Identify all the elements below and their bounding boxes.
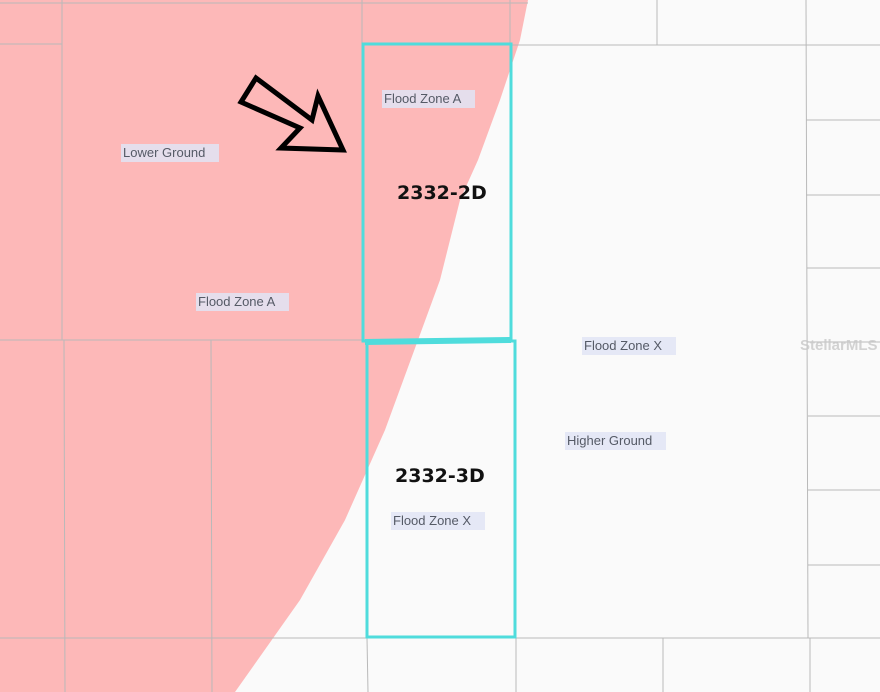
label-flood-zone-x-right: Flood Zone X bbox=[582, 337, 677, 355]
watermark: StellarMLS bbox=[800, 337, 878, 354]
parcel-id-2332-3d[interactable]: 2332-3D bbox=[395, 465, 485, 487]
label-higher-ground: Higher Ground bbox=[565, 432, 667, 450]
label-flood-zone-a-parcel: Flood Zone A bbox=[382, 90, 476, 108]
subject-parcels[interactable] bbox=[361, 42, 517, 639]
parcel-divider bbox=[364, 337, 512, 345]
flood-zone-a-area bbox=[0, 0, 528, 692]
label-lower-ground: Lower Ground bbox=[121, 144, 220, 162]
label-flood-zone-a-left: Flood Zone A bbox=[196, 293, 290, 311]
label-flood-zone-x-parcel: Flood Zone X bbox=[391, 512, 486, 530]
parcel-id-2332-2d[interactable]: 2332-2D bbox=[397, 182, 487, 204]
hollow-arrow-icon bbox=[237, 74, 347, 153]
